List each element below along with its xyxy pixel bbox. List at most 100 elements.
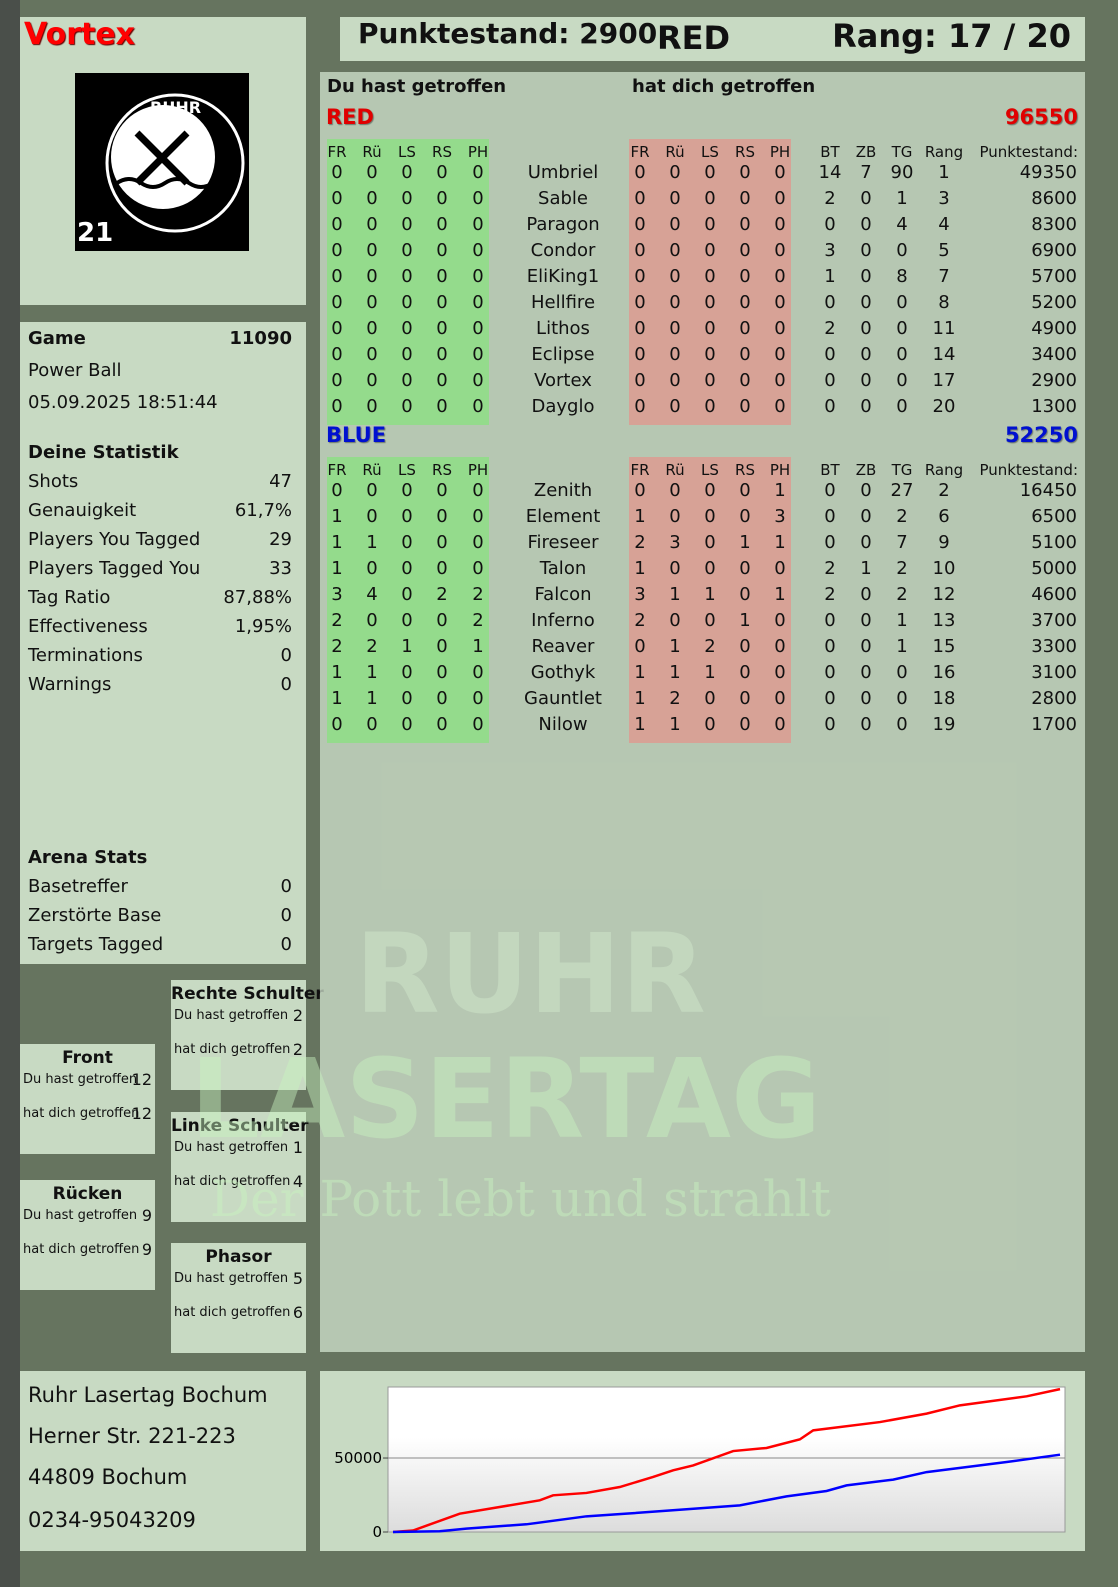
- got-cell: 0: [739, 292, 751, 313]
- got-cell: 0: [774, 714, 786, 735]
- zb-cell: 7: [860, 162, 872, 183]
- stat-row: Players Tagged You 33: [28, 558, 292, 579]
- hit-cell: 0: [472, 714, 484, 735]
- stat-row: Effectiveness 1,95%: [28, 616, 292, 637]
- arena-label: Zerstörte Base: [28, 905, 162, 926]
- tg-cell: 0: [896, 396, 908, 417]
- got-cell: 0: [739, 662, 751, 683]
- score-cell: 8600: [1031, 188, 1077, 209]
- stat-label: Players You Tagged: [28, 529, 201, 550]
- got-cell: 0: [704, 240, 716, 261]
- plot-area: [387, 1386, 1066, 1533]
- hit-cell: 0: [366, 240, 378, 261]
- got-cell: 0: [739, 688, 751, 709]
- hit-cell: 1: [331, 506, 343, 527]
- zb-cell: 0: [860, 344, 872, 365]
- column-header: RS: [735, 461, 755, 479]
- tg-cell: 1: [896, 188, 908, 209]
- team-name: BLUE: [326, 423, 387, 447]
- got-cell: 0: [669, 370, 681, 391]
- zb-cell: 0: [860, 266, 872, 287]
- hit-cell: 0: [436, 266, 448, 287]
- bt-cell: 2: [824, 584, 836, 605]
- rang-cell: 4: [938, 214, 950, 235]
- zone-got-value: 12: [131, 1104, 152, 1123]
- got-cell: 0: [739, 370, 751, 391]
- got-cell: 0: [704, 714, 716, 735]
- tg-cell: 2: [896, 506, 908, 527]
- hit-cell: 0: [366, 188, 378, 209]
- score-label: Punktestand: 2900: [358, 17, 658, 50]
- stat-label: Shots: [28, 471, 79, 492]
- hit-cell: 0: [366, 370, 378, 391]
- tg-cell: 7: [896, 532, 908, 553]
- got-cell: 0: [774, 610, 786, 631]
- hit-cell: 0: [401, 266, 413, 287]
- got-cell: 0: [774, 318, 786, 339]
- zb-cell: 0: [860, 188, 872, 209]
- stat-value: 33: [269, 558, 292, 579]
- rang-cell: 10: [932, 558, 956, 579]
- got-column-block: [629, 139, 791, 425]
- player-name-cell: Reaver: [531, 636, 595, 657]
- zb-cell: 0: [860, 370, 872, 391]
- hit-cell: 1: [366, 532, 378, 553]
- hit-cell: 0: [401, 610, 413, 631]
- arena-title-text: Arena Stats: [28, 847, 148, 868]
- score-cell: 5000: [1031, 558, 1077, 579]
- zb-cell: 0: [860, 714, 872, 735]
- hit-cell: 0: [401, 688, 413, 709]
- stat-row: Tag Ratio 87,88%: [28, 587, 292, 608]
- score-cell: 2900: [1031, 370, 1077, 391]
- arena-value: 0: [280, 934, 292, 955]
- zone-title: Linke Schulter: [171, 1116, 309, 1136]
- player-name-cell: Nilow: [538, 714, 588, 735]
- hit-cell: 0: [401, 480, 413, 501]
- tg-cell: 0: [896, 292, 908, 313]
- got-cell: 0: [634, 396, 646, 417]
- hit-cell: 0: [436, 188, 448, 209]
- player-name-cell: Falcon: [534, 584, 592, 605]
- column-header: PH: [769, 461, 791, 479]
- zb-cell: 0: [860, 480, 872, 501]
- hit-cell: 0: [436, 292, 448, 313]
- stat-value: 47: [269, 471, 292, 492]
- tg-cell: 0: [896, 714, 908, 735]
- got-cell: 0: [739, 714, 751, 735]
- got-cell: 0: [634, 636, 646, 657]
- series-line-0: [392, 1387, 1061, 1534]
- got-cell: 0: [739, 188, 751, 209]
- stats-title-text: Deine Statistik: [28, 442, 179, 463]
- column-header: Rü: [665, 461, 685, 479]
- stat-label: Warnings: [28, 674, 112, 695]
- arena-title: Arena Stats: [28, 847, 292, 868]
- hit-cell: 2: [472, 584, 484, 605]
- zb-cell: 0: [860, 318, 872, 339]
- got-cell: 0: [739, 480, 751, 501]
- player-name-cell: Paragon: [526, 214, 600, 235]
- hit-cell: 4: [366, 584, 378, 605]
- player-name-cell: Gauntlet: [524, 688, 602, 709]
- score-cell: 49350: [1019, 162, 1077, 183]
- hit-cell: 0: [472, 240, 484, 261]
- bt-cell: 2: [824, 318, 836, 339]
- rang-cell: 13: [932, 610, 956, 631]
- stat-label: Players Tagged You: [28, 558, 201, 579]
- hit-cell: 0: [401, 584, 413, 605]
- tg-cell: 0: [896, 688, 908, 709]
- bt-cell: 14: [818, 162, 842, 183]
- got-cell: 0: [634, 162, 646, 183]
- got-cell: 2: [634, 532, 646, 553]
- column-header: TG: [891, 461, 913, 479]
- tg-cell: 0: [896, 240, 908, 261]
- hit-cell: 0: [436, 532, 448, 553]
- zone-panel-front: Front Du hast getroffen 12 hat dich getroff…: [20, 1044, 155, 1154]
- column-header: Rang: [924, 461, 964, 479]
- score-cell: 1300: [1031, 396, 1077, 417]
- series-line-1: [392, 1453, 1061, 1534]
- got-cell: 0: [704, 318, 716, 339]
- score-cell: 6500: [1031, 506, 1077, 527]
- hit-column-block: [327, 139, 489, 425]
- zone-title: Phasor: [205, 1247, 272, 1267]
- hit-cell: 0: [436, 610, 448, 631]
